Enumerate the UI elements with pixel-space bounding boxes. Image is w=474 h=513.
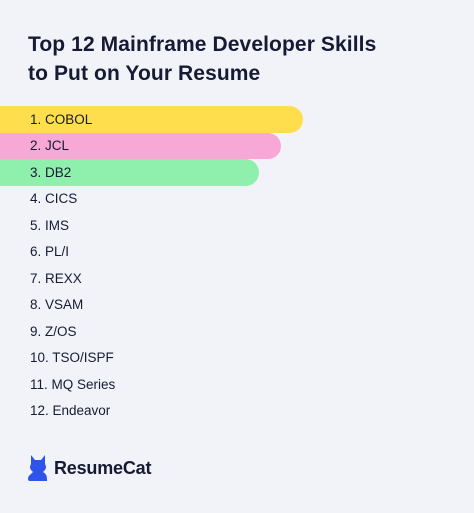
title-line-1: Top 12 Mainframe Developer Skills: [28, 33, 377, 56]
cat-logo-icon: [28, 455, 48, 481]
skill-label: 10. TSO/ISPF: [30, 350, 114, 366]
brand-name: ResumeCat: [54, 457, 152, 478]
skill-item-11: 11. MQ Series: [0, 371, 474, 398]
skill-item-5: 5. IMS: [0, 212, 474, 239]
skill-item-7: 7. REXX: [0, 265, 474, 292]
skill-label: 6. PL/I: [30, 244, 70, 260]
skill-label: 7. REXX: [30, 270, 82, 286]
skill-item-4: 4. CICS: [0, 186, 474, 213]
skill-item-10: 10. TSO/ISPF: [0, 345, 474, 372]
skill-item-1: 1. COBOL: [0, 106, 303, 133]
skill-label: 9. Z/OS: [30, 323, 77, 339]
skill-label: 11. MQ Series: [30, 376, 116, 392]
skill-label: 5. IMS: [30, 217, 70, 233]
skill-label: 1. COBOL: [30, 111, 93, 127]
skill-item-8: 8. VSAM: [0, 292, 474, 319]
skill-label: 12. Endeavor: [30, 403, 111, 419]
skill-label: 8. VSAM: [30, 297, 84, 313]
title-line-2: to Put on Your Resume: [28, 62, 261, 85]
skill-label: 2. JCL: [30, 138, 70, 154]
skill-item-9: 9. Z/OS: [0, 318, 474, 345]
skills-list: 1. COBOL 2. JCL 3. DB2 4. CICS 5. IMS 6.…: [0, 106, 474, 424]
skill-item-2: 2. JCL: [0, 132, 281, 159]
skill-item-6: 6. PL/I: [0, 239, 474, 266]
skill-label: 3. DB2: [30, 164, 72, 180]
skill-item-12: 12. Endeavor: [0, 398, 474, 425]
skill-label: 4. CICS: [30, 191, 78, 207]
skill-item-3: 3. DB2: [0, 159, 259, 186]
brand-logo: ResumeCat: [28, 455, 151, 481]
page-title: Top 12 Mainframe Developer Skills to Put…: [28, 30, 458, 88]
